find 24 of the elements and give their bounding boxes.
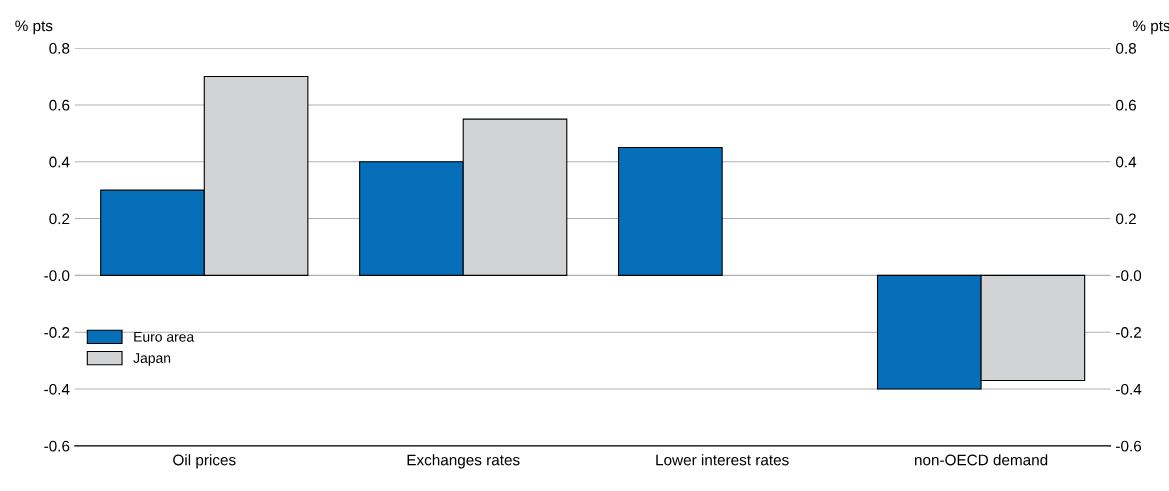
y-tick-label: -0.0 bbox=[44, 270, 70, 282]
y2-tick-label: 0.6 bbox=[1116, 99, 1136, 111]
x-tick-label: Oil prices bbox=[173, 454, 236, 469]
y-tick-label: 0.4 bbox=[49, 156, 70, 168]
y-axis-title: % pts bbox=[15, 20, 53, 35]
legend-label: Euro area bbox=[134, 332, 195, 342]
x-tick-label: Exchanges rates bbox=[407, 454, 520, 469]
y2-tick-label: 0.2 bbox=[1116, 213, 1136, 225]
y2-tick-label: -0.6 bbox=[1116, 440, 1142, 452]
y-tick-label: -0.4 bbox=[44, 383, 70, 395]
x-tick-label: non-OECD demand bbox=[915, 454, 1048, 466]
y2-tick-label: -0.2 bbox=[1116, 327, 1141, 338]
x-tick-label: Lower interest rates bbox=[656, 454, 789, 466]
y2-tick-label: -0.0 bbox=[1116, 270, 1142, 282]
y-tick-label: 0.8 bbox=[49, 42, 70, 54]
y2-tick-label: 0.8 bbox=[1116, 42, 1136, 54]
y-tick-label: 0.6 bbox=[49, 99, 70, 111]
legend-label: Japan bbox=[133, 353, 171, 366]
y2-tick-label: -0.4 bbox=[1116, 383, 1142, 395]
y2-tick-label: 0.4 bbox=[1116, 156, 1137, 168]
bar bbox=[618, 146, 723, 276]
y-tick-label: -0.6 bbox=[44, 440, 70, 452]
y-tick-label: -0.2 bbox=[44, 327, 70, 338]
y-tick-label: 0.2 bbox=[49, 213, 70, 225]
